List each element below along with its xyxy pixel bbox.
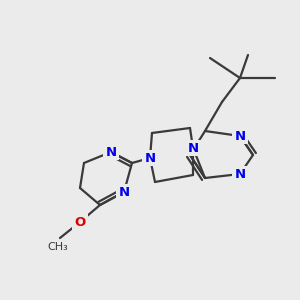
Text: N: N [234, 130, 246, 142]
Text: N: N [234, 167, 246, 181]
Text: O: O [74, 215, 86, 229]
Text: N: N [118, 185, 130, 199]
Text: N: N [188, 142, 199, 154]
Text: N: N [105, 146, 117, 158]
Text: N: N [144, 152, 156, 164]
Text: CH₃: CH₃ [48, 242, 68, 252]
